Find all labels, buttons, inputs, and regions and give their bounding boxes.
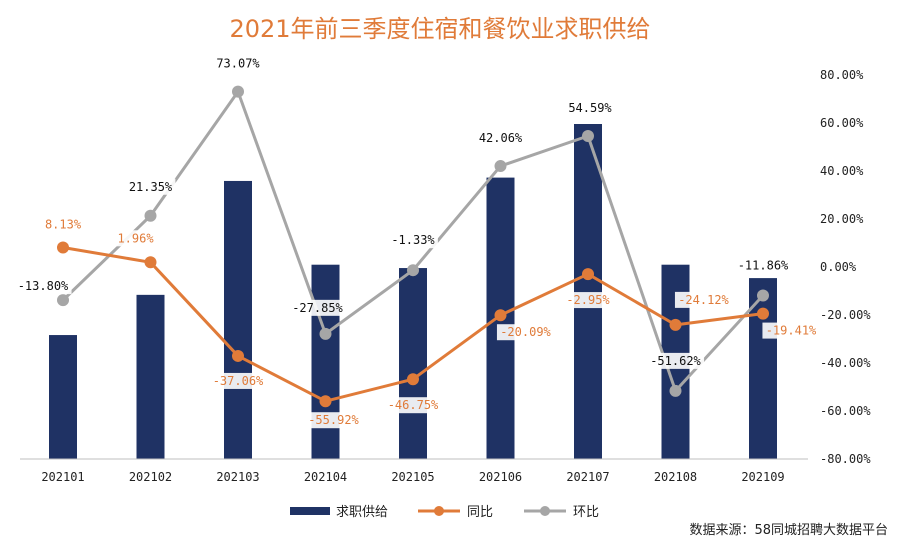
- yoy-label: -37.06%: [213, 374, 264, 388]
- x-axis: 202101 202102 202103 202104 202105 202106 2021…: [20, 458, 808, 484]
- mom-label-bg: [734, 257, 792, 274]
- yoy-point-202102: [144, 256, 157, 269]
- yoy-label-bg: [563, 292, 613, 309]
- bar-series: [49, 124, 777, 459]
- legend-bar-swatch: [290, 507, 330, 515]
- mom-label: -1.33%: [391, 233, 435, 247]
- yoy-label: -19.41%: [766, 324, 817, 338]
- yoy-label-bg: [114, 230, 157, 247]
- y-tick-label: 20.00%: [820, 212, 864, 226]
- yoy-point-202108: [669, 318, 682, 331]
- yoy-point-202105: [407, 373, 419, 386]
- yoy-point-202104: [319, 395, 332, 408]
- bar-202107: [574, 124, 602, 459]
- x-tick-label: 202109: [741, 470, 784, 484]
- mom-label: -13.80%: [18, 279, 69, 293]
- y-tick-label: 0.00%: [820, 260, 857, 274]
- y-tick-label: 40.00%: [820, 164, 864, 178]
- x-tick-label: 202101: [41, 470, 84, 484]
- mom-label-bg: [288, 299, 347, 316]
- y-tick-label: -40.00%: [820, 356, 871, 370]
- yoy-label: 1.96%: [117, 231, 154, 245]
- yoy-label: -55.92%: [308, 413, 359, 427]
- mom-point-202109: [757, 289, 769, 302]
- mom-label-bg: [565, 99, 615, 116]
- yoy-label: -20.09%: [500, 325, 551, 339]
- y-tick-label: 60.00%: [820, 116, 864, 130]
- bar-202103: [224, 180, 252, 459]
- mom-label-bg: [125, 178, 176, 195]
- bar-202105: [399, 268, 427, 459]
- legend-yoy-label: 同比: [467, 505, 493, 520]
- mom-point-202106: [494, 160, 507, 173]
- mom-label-bg: [388, 232, 438, 249]
- y-tick-label: -80.00%: [820, 452, 871, 466]
- mom-label-bg: [475, 130, 526, 147]
- mom-label: -27.85%: [292, 301, 343, 315]
- mom-label: 42.06%: [479, 131, 523, 145]
- data-labels: -13.80% 21.35% 73.07% -27.85% -1.33% 42.06% 54…: [14, 55, 820, 429]
- bar-202101: [49, 335, 77, 459]
- mom-point-202107: [582, 129, 594, 142]
- y-tick-label: -60.00%: [820, 404, 871, 418]
- y-tick-label: 80.00%: [820, 68, 864, 82]
- yoy-label-bg: [304, 412, 363, 429]
- mom-point-202108: [669, 384, 682, 397]
- yoy-label-bg: [762, 322, 820, 339]
- x-tick-label: 202106: [479, 470, 522, 484]
- yoy-point-202101: [57, 241, 69, 254]
- mom-label: 21.35%: [129, 180, 173, 194]
- mom-label: 54.59%: [568, 101, 612, 115]
- x-tick-label: 202105: [391, 470, 434, 484]
- x-tick-label: 202108: [654, 470, 697, 484]
- yoy-label-bg: [384, 397, 442, 414]
- legend-bar-label: 求职供给: [336, 505, 388, 520]
- x-tick-label: 202103: [216, 470, 259, 484]
- bar-202102: [136, 294, 165, 459]
- yoy-label-bg: [209, 372, 267, 389]
- x-tick-label: 202104: [304, 470, 347, 484]
- legend: 求职供给 同比 环比: [290, 505, 599, 520]
- yoy-label: -2.95%: [566, 293, 610, 307]
- legend-mom-marker: [540, 506, 550, 516]
- yoy-label: 8.13%: [45, 217, 82, 231]
- yoy-label-bg: [674, 291, 733, 308]
- mom-point-202103: [232, 85, 244, 98]
- yoy-label: -24.12%: [678, 293, 729, 307]
- yoy-label-bg: [41, 216, 85, 233]
- yoy-point-202106: [494, 309, 507, 322]
- mom-label: -51.62%: [650, 354, 701, 368]
- x-tick-label: 202107: [566, 470, 609, 484]
- yoy-label: -46.75%: [388, 398, 439, 412]
- yoy-point-202103: [232, 349, 244, 362]
- legend-mom-label: 环比: [573, 505, 599, 520]
- line-series: [57, 85, 769, 408]
- yoy-point-202109: [757, 307, 769, 320]
- y-axis-right: 80.00% 60.00% 40.00% 20.00% 0.00% -20.00% -40.…: [820, 68, 871, 466]
- mom-label: -11.86%: [738, 258, 789, 272]
- mom-point-202102: [144, 209, 157, 222]
- chart-title: 2021年前三季度住宿和餐饮业求职供给: [229, 15, 650, 43]
- y-tick-label: -20.00%: [820, 308, 871, 322]
- bar-202104: [311, 264, 340, 459]
- yoy-point-202107: [582, 268, 594, 281]
- legend-yoy-marker: [434, 506, 444, 516]
- mom-label-bg: [213, 55, 263, 72]
- mom-point-202105: [407, 264, 419, 277]
- x-tick-label: 202102: [129, 470, 172, 484]
- mom-point-202101: [57, 294, 69, 307]
- yoy-label-bg: [496, 324, 555, 341]
- mom-label-bg: [14, 278, 72, 295]
- mom-label: 73.07%: [216, 57, 260, 71]
- data-source: 数据来源：58同城招聘大数据平台: [689, 523, 888, 538]
- mom-label-bg: [646, 352, 705, 369]
- mom-point-202104: [319, 327, 332, 340]
